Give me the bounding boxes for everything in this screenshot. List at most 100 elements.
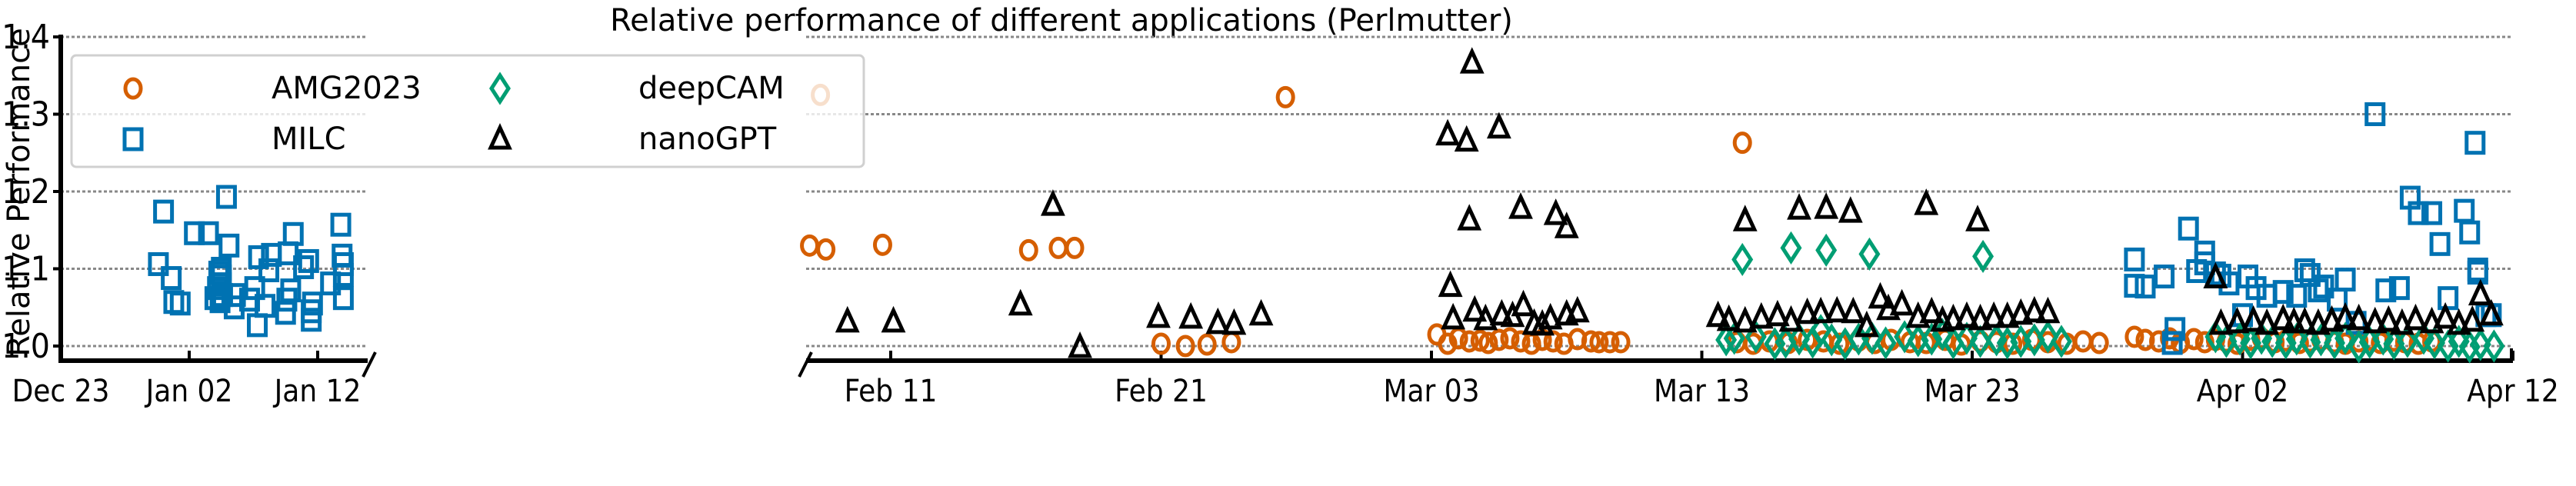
data-point xyxy=(1441,302,1466,330)
data-point xyxy=(1972,239,1994,274)
data-point xyxy=(332,286,354,311)
data-point xyxy=(2469,328,2491,361)
data-point xyxy=(2021,295,2047,323)
data-point xyxy=(1438,332,1458,355)
x-tick-label: Dec 23 xyxy=(12,374,110,409)
data-point xyxy=(280,278,302,303)
legend-item-milc: MILC xyxy=(122,122,346,157)
data-point xyxy=(1921,322,1943,356)
data-point xyxy=(1178,301,1204,329)
data-point xyxy=(2333,301,2358,329)
data-point xyxy=(330,212,352,237)
data-point xyxy=(2241,305,2266,332)
x-tick-label: Feb 21 xyxy=(1115,374,1208,409)
data-point xyxy=(2319,305,2344,332)
data-point xyxy=(2254,308,2280,335)
data-point xyxy=(2388,276,2410,301)
data-point xyxy=(2274,326,2297,360)
data-point xyxy=(1765,299,1790,327)
data-point xyxy=(1248,298,1274,326)
data-point xyxy=(2433,301,2458,329)
data-point xyxy=(2272,280,2294,305)
data-point xyxy=(1511,289,1536,317)
data-point xyxy=(1489,328,1509,351)
data-point xyxy=(2245,276,2267,301)
data-point xyxy=(2324,326,2345,360)
triangle-marker-icon xyxy=(488,123,512,150)
data-point xyxy=(1470,329,1490,352)
data-point xyxy=(2292,306,2318,334)
legend-frame xyxy=(70,54,865,168)
data-point xyxy=(2437,329,2459,363)
data-point xyxy=(1543,198,1568,225)
data-point xyxy=(1876,293,1901,321)
data-point xyxy=(2424,326,2446,360)
data-point xyxy=(2203,261,2228,289)
data-point xyxy=(1732,131,1752,155)
data-point xyxy=(816,238,836,261)
data-point xyxy=(1459,47,1485,74)
data-point xyxy=(1048,236,1068,259)
data-point xyxy=(1914,188,1939,215)
data-point xyxy=(1780,231,1802,265)
data-point xyxy=(1731,242,1754,277)
data-point xyxy=(1994,301,2020,328)
data-point xyxy=(1462,295,1488,322)
data-point xyxy=(2294,258,2315,283)
data-point xyxy=(2464,131,2486,155)
data-point xyxy=(1530,308,1555,336)
data-point xyxy=(2483,329,2505,363)
square-marker-icon xyxy=(122,127,144,151)
data-point xyxy=(1175,335,1195,358)
y-tick-label: 1.2 xyxy=(2,172,50,211)
data-point xyxy=(1511,330,1531,353)
data-point xyxy=(1454,125,1479,152)
data-point xyxy=(1941,303,1966,331)
data-point xyxy=(1589,331,1609,354)
legend-label: MILC xyxy=(272,122,346,157)
data-point xyxy=(2208,308,2234,335)
data-point xyxy=(1889,288,1915,316)
data-point xyxy=(184,221,205,245)
data-point xyxy=(2161,331,2183,355)
chart-title: Relative performance of different applic… xyxy=(610,3,1513,38)
x-tick-label: Apr 02 xyxy=(2197,374,2288,409)
data-point xyxy=(2364,102,2386,126)
data-point xyxy=(1457,204,1482,231)
data-point xyxy=(1795,297,1820,325)
data-point xyxy=(1554,211,1579,238)
legend-item-amg2023: AMG2023 xyxy=(123,71,422,106)
data-point xyxy=(2396,325,2418,358)
data-point xyxy=(2035,296,2061,324)
data-point xyxy=(1489,298,1515,326)
circle-marker-icon xyxy=(123,77,143,100)
x-tick-label: Mar 23 xyxy=(1924,374,2020,409)
data-point xyxy=(1815,233,1838,267)
circle-marker-icon xyxy=(123,77,143,100)
data-point xyxy=(2446,308,2471,335)
x-tick-label: Mar 13 xyxy=(1654,374,1750,409)
data-point xyxy=(2261,325,2284,358)
data-point xyxy=(212,283,233,308)
data-point xyxy=(2467,261,2488,285)
data-point xyxy=(1788,322,1811,356)
legend-item-deepcam: deepCAM xyxy=(489,71,785,106)
data-point xyxy=(161,266,182,291)
y-tick-label: 1.4 xyxy=(2,18,50,57)
data-point xyxy=(1197,333,1217,356)
data-point xyxy=(2164,317,2186,341)
data-point xyxy=(1581,330,1601,353)
legend-label: nanoGPT xyxy=(638,122,777,157)
data-point xyxy=(2218,271,2240,296)
data-point xyxy=(2478,298,2504,326)
data-point xyxy=(1905,301,1931,328)
data-point xyxy=(2051,325,2072,358)
data-point xyxy=(2224,306,2250,334)
data-point xyxy=(2460,305,2485,332)
data-point xyxy=(1808,296,1834,324)
data-point xyxy=(1600,331,1620,354)
data-point xyxy=(881,305,906,333)
data-point xyxy=(1748,301,1774,329)
data-point xyxy=(2438,286,2459,311)
data-point xyxy=(1486,112,1511,139)
